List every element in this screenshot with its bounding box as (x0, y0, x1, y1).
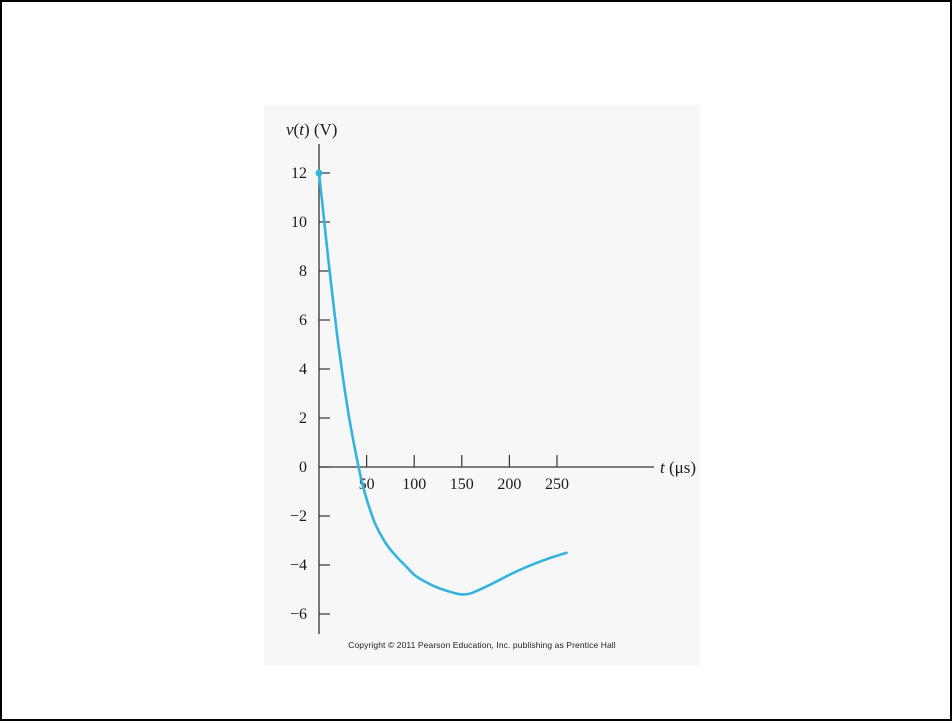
y-tick-label: 6 (299, 312, 307, 329)
x-tick-label: 150 (450, 476, 474, 493)
y-tick-label: −6 (290, 606, 307, 623)
y-tick-label: 8 (299, 263, 307, 280)
y-tick-label: 10 (291, 214, 307, 231)
x-tick-label: 100 (402, 476, 426, 493)
ticks (319, 172, 558, 615)
copyright-notice: Copyright © 2011 Pearson Education, Inc.… (348, 640, 616, 650)
x-tick-label: 250 (545, 476, 569, 493)
axes (318, 144, 654, 634)
series-line-voltage (317, 171, 568, 596)
y-axis-title: v(t) (V) (286, 120, 337, 139)
figure-panel (264, 105, 700, 665)
initial-point-marker (315, 169, 323, 177)
y-tick-label: 2 (299, 410, 307, 427)
y-tick-label: 4 (299, 361, 307, 378)
y-tick-label: 0 (299, 459, 307, 476)
y-tick-label: −4 (290, 557, 307, 574)
x-tick-label: 200 (497, 476, 521, 493)
x-axis-title: t (μs) (660, 458, 696, 477)
y-tick-label: −2 (290, 508, 307, 525)
y-tick-label: 12 (291, 165, 307, 182)
